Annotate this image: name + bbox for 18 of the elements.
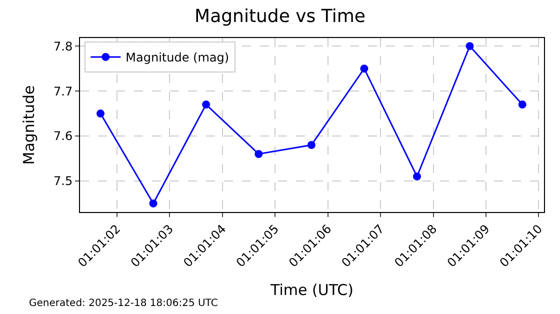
point <box>518 100 526 109</box>
legend-label: Magnitude (mag) <box>126 50 230 65</box>
y-tick-label: 7.7 <box>54 84 73 98</box>
x-axis-title: Time (UTC) <box>270 280 354 299</box>
point <box>412 172 421 180</box>
point <box>254 150 263 158</box>
point <box>307 141 316 150</box>
y-axis-title: Magnitude <box>20 85 38 165</box>
y-tick-label: 7.6 <box>54 129 73 144</box>
text: Generated: 2025-12-18 18:06:25 UTC <box>29 298 218 309</box>
y-tick-label: 7.5 <box>54 174 73 188</box>
point <box>202 100 210 109</box>
point <box>96 110 104 118</box>
chart-title: Magnitude vs Time <box>194 6 366 28</box>
point <box>360 64 368 73</box>
point <box>149 199 158 208</box>
point <box>466 42 474 50</box>
y-tick-label: 7.8 <box>54 39 73 54</box>
